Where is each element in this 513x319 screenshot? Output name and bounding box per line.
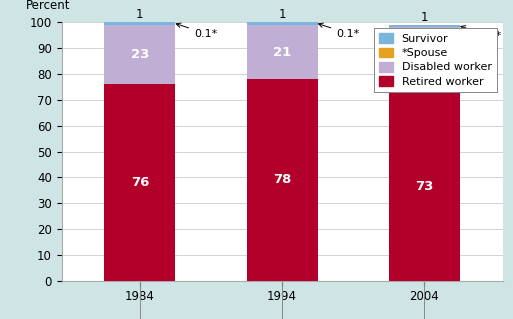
Text: 78: 78 (273, 174, 291, 186)
Text: 0.1*: 0.1* (461, 26, 502, 41)
Text: 76: 76 (131, 176, 149, 189)
Bar (247, 22, 318, 25)
Bar (104, 22, 175, 25)
Text: 1: 1 (136, 8, 144, 21)
Text: 1: 1 (279, 8, 286, 21)
Bar (247, 79, 318, 281)
Bar (389, 27, 460, 92)
Bar (389, 25, 460, 27)
Text: Percent: Percent (26, 0, 71, 12)
Bar (104, 25, 175, 84)
Text: 0.1*: 0.1* (176, 23, 217, 39)
Text: 23: 23 (131, 48, 149, 61)
Legend: Survivor, *Spouse, Disabled worker, Retired worker: Survivor, *Spouse, Disabled worker, Reti… (374, 28, 497, 92)
Text: 21: 21 (273, 46, 291, 59)
Text: 0.1*: 0.1* (319, 23, 360, 39)
Bar (104, 84, 175, 281)
Bar (247, 25, 318, 79)
Text: 1: 1 (421, 11, 428, 24)
Text: 25: 25 (416, 53, 433, 66)
Bar (389, 92, 460, 281)
Text: 73: 73 (416, 180, 433, 193)
